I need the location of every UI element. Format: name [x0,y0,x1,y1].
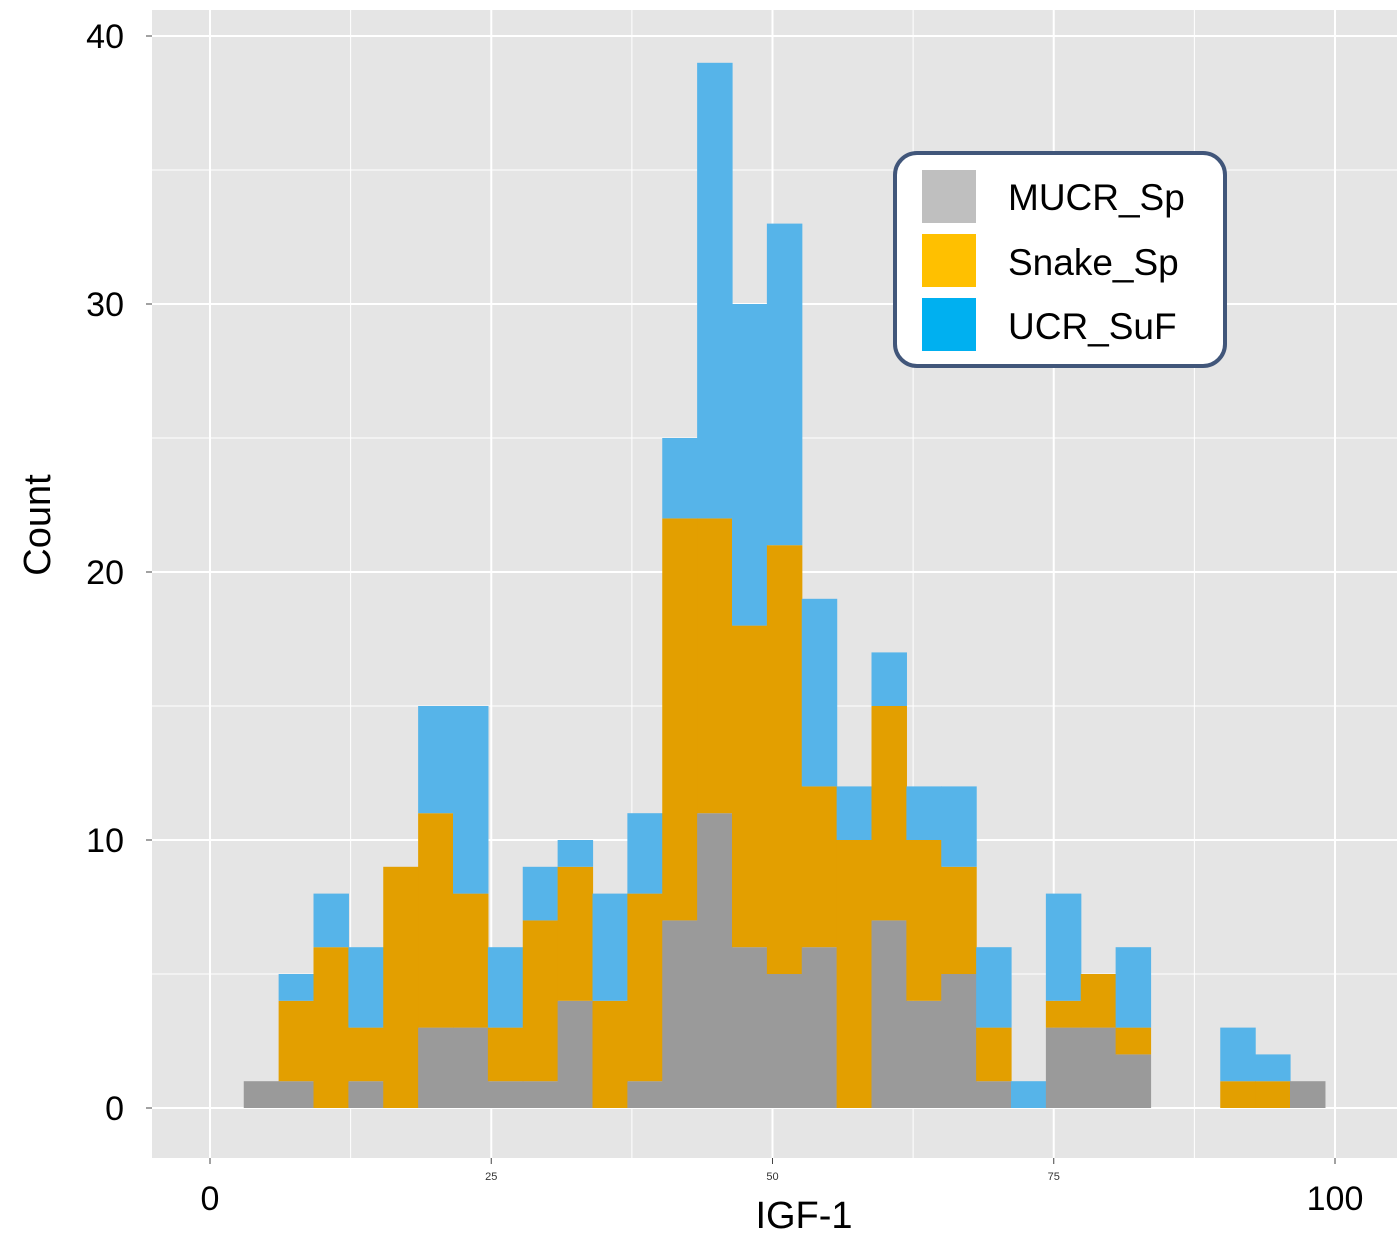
bar-ucr-suf-bin-8 [522,866,559,921]
x-tick-label-big: 0 [201,1180,220,1218]
bar-mucr-sp-bin-1 [278,1081,315,1108]
bar-snake-sp-bin-6 [453,893,489,1028]
bar-ucr-suf-bin-1 [278,974,315,1001]
bar-ucr-suf-bin-19 [906,786,942,840]
bar-snake-sp-bin-16 [801,786,838,948]
bar-ucr-suf-bin-2 [313,893,349,948]
bar-mucr-sp-bin-16 [801,947,838,1108]
bar-mucr-sp-bin-5 [418,1027,454,1108]
bar-snake-sp-bin-4 [383,866,419,1108]
bar-snake-sp-bin-13 [697,518,733,814]
legend-swatch-mucr-sp [922,170,976,223]
bar-ucr-suf-bin-11 [627,813,663,894]
bar-mucr-sp-bin-8 [522,1081,559,1108]
bar-ucr-suf-bin-13 [697,62,733,519]
bar-snake-sp-bin-23 [1045,1000,1082,1028]
bar-mucr-sp-bin-14 [732,947,768,1108]
y-tick-label: 30 [86,286,124,324]
bar-snake-sp-bin-8 [522,920,559,1082]
bar-snake-sp-bin-18 [871,706,907,921]
bar-mucr-sp-bin-19 [906,1000,942,1108]
bar-snake-sp-bin-17 [836,840,873,1108]
bar-mucr-sp-bin-12 [662,920,698,1108]
bar-mucr-sp-bin-6 [453,1027,489,1108]
bar-mucr-sp-bin-11 [627,1081,663,1108]
bar-mucr-sp-bin-23 [1045,1027,1082,1108]
bar-ucr-suf-bin-17 [836,786,873,840]
bar-mucr-sp-bin-7 [487,1081,524,1108]
bar-mucr-sp-bin-24 [1080,1027,1117,1108]
legend-box [893,151,1227,368]
bar-ucr-suf-bin-12 [662,438,698,519]
bar-ucr-suf-bin-18 [871,652,907,706]
histogram-bars [243,62,1326,1108]
x-tick-label-big: 100 [1307,1180,1364,1218]
bar-snake-sp-bin-2 [313,947,349,1108]
bar-ucr-suf-bin-9 [557,840,594,867]
bar-mucr-sp-bin-0 [243,1081,280,1108]
bar-snake-sp-bin-19 [906,840,942,1001]
legend-swatch-ucr-suf [922,298,976,351]
bar-snake-sp-bin-11 [627,893,663,1082]
bar-ucr-suf-bin-20 [941,786,977,867]
bar-mucr-sp-bin-13 [697,813,733,1108]
y-tick-label: 20 [86,554,124,592]
bar-snake-sp-bin-25 [1115,1027,1152,1055]
legend-swatch-snake-sp [922,234,976,287]
x-axis-title: IGF-1 [755,1195,852,1233]
bar-snake-sp-bin-7 [487,1027,524,1082]
bar-mucr-sp-bin-9 [557,1000,594,1108]
bar-snake-sp-bin-28 [1220,1081,1256,1108]
x-tick-label-small: 25 [485,1171,497,1183]
bar-ucr-suf-bin-28 [1220,1027,1256,1082]
bar-snake-sp-bin-14 [732,625,768,948]
bar-snake-sp-bin-20 [941,866,977,974]
bar-ucr-suf-bin-7 [487,947,524,1028]
bar-mucr-sp-bin-3 [348,1081,384,1108]
y-tick-label: 0 [105,1090,124,1128]
bar-ucr-suf-bin-23 [1045,893,1082,1001]
bar-ucr-suf-bin-14 [732,304,768,626]
bar-ucr-suf-bin-6 [453,706,489,894]
bar-ucr-suf-bin-16 [801,598,838,787]
legend-label-snake-sp: Snake_Sp [1008,242,1179,283]
bar-mucr-sp-bin-30 [1290,1081,1326,1108]
legend-label-mucr-sp: MUCR_Sp [1008,177,1185,218]
bar-snake-sp-bin-12 [662,518,698,921]
bar-ucr-suf-bin-10 [592,893,628,1001]
legend-label-ucr-suf: UCR_SuF [1008,306,1177,347]
bar-ucr-suf-bin-25 [1115,947,1152,1028]
bar-ucr-suf-bin-3 [348,947,384,1028]
x-tick-label-small: 75 [1048,1171,1060,1183]
bar-mucr-sp-bin-25 [1115,1054,1152,1108]
y-tick-label: 10 [86,822,124,860]
y-tick-label: 40 [86,18,124,56]
bar-snake-sp-bin-21 [976,1027,1012,1082]
bar-ucr-suf-bin-29 [1255,1054,1291,1082]
bar-snake-sp-bin-3 [348,1027,384,1082]
bar-mucr-sp-bin-20 [941,974,977,1108]
bar-ucr-suf-bin-21 [976,947,1012,1028]
bar-snake-sp-bin-1 [278,1000,315,1082]
bar-mucr-sp-bin-18 [871,920,907,1108]
bar-snake-sp-bin-10 [592,1000,628,1108]
bar-mucr-sp-bin-21 [976,1081,1012,1108]
x-tick-label-small: 50 [766,1171,778,1183]
bar-ucr-suf-bin-15 [766,223,803,546]
bar-snake-sp-bin-24 [1080,974,1117,1028]
legend: MUCR_Sp Snake_Sp UCR_SuF [893,151,1227,368]
axes: 0 10 20 30 40 25 50 75 0 100 [86,18,1363,1218]
bar-snake-sp-bin-5 [418,813,454,1028]
bar-ucr-suf-bin-22 [1011,1081,1047,1108]
bar-mucr-sp-bin-15 [766,974,803,1108]
bar-snake-sp-bin-29 [1255,1081,1291,1108]
bar-snake-sp-bin-15 [766,545,803,974]
bar-snake-sp-bin-9 [557,866,594,1001]
y-axis-title: Count [17,474,59,576]
bar-ucr-suf-bin-5 [418,706,454,814]
